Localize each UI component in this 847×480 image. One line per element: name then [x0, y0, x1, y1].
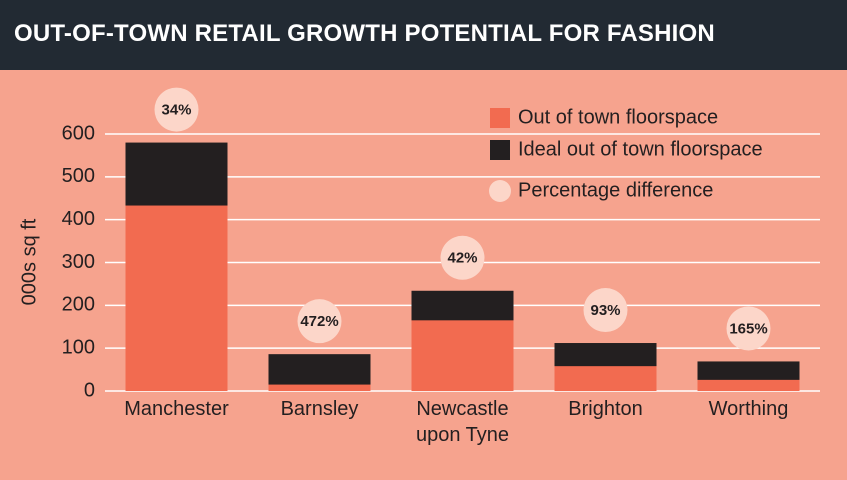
x-tick-label: Barnsley: [280, 398, 359, 420]
percentage-label: 93%: [590, 302, 620, 319]
legend-swatch: [490, 140, 510, 160]
y-tick-label: 0: [84, 379, 95, 401]
y-axis-label: 000s sq ft: [18, 218, 40, 305]
y-tick-label: 500: [62, 165, 95, 187]
percentage-label: 42%: [447, 250, 477, 267]
legend-label: Percentage difference: [518, 179, 713, 201]
legend-label: Ideal out of town floorspace: [518, 138, 763, 160]
legend-swatch: [490, 108, 510, 128]
y-tick-label: 300: [62, 251, 95, 273]
y-tick-label: 400: [62, 208, 95, 230]
bar-actual: [268, 384, 371, 391]
y-tick-label: 100: [62, 336, 95, 358]
x-tick-label: Manchester: [124, 398, 229, 420]
bar-actual: [697, 379, 800, 391]
bar-actual: [554, 366, 657, 391]
y-tick-label: 600: [62, 122, 95, 144]
percentage-bubble: [440, 235, 485, 280]
percentage-label: 165%: [729, 320, 767, 337]
x-tick-label: Newcastle upon Tyne: [415, 398, 510, 446]
x-tick-label: Brighton: [568, 398, 643, 420]
bar-actual: [125, 205, 228, 391]
percentage-label: 34%: [161, 102, 191, 119]
percentage-label: 472%: [300, 313, 338, 330]
percentage-bubble: [154, 87, 199, 132]
header: OUT-OF-TOWN RETAIL GROWTH POTENTIAL FOR …: [0, 0, 847, 70]
bar-actual: [411, 320, 514, 391]
y-tick-label: 200: [62, 294, 95, 316]
x-tick-label: Worthing: [708, 398, 789, 420]
percentage-bubble: [726, 306, 771, 351]
legend-label: Out of town floorspace: [518, 106, 718, 128]
chart-title: OUT-OF-TOWN RETAIL GROWTH POTENTIAL FOR …: [14, 20, 715, 47]
percentage-bubble: [583, 288, 628, 333]
legend-swatch: [489, 180, 511, 202]
percentage-bubble: [297, 299, 342, 344]
